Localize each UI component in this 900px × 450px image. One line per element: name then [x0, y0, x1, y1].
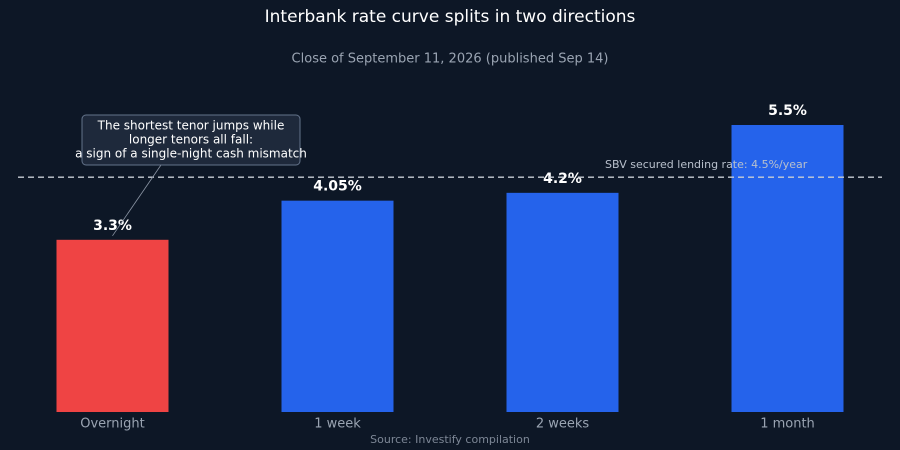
chart-subtitle: Close of September 11, 2026 (published S…	[292, 52, 609, 67]
value-label: 4.2%	[543, 171, 582, 187]
x-tick-label: Overnight	[80, 417, 144, 432]
bar	[731, 125, 844, 412]
chart-title: Interbank rate curve splits in two direc…	[265, 7, 636, 27]
x-tick-label: 2 weeks	[536, 417, 590, 432]
bar	[506, 192, 619, 412]
value-label: 3.3%	[93, 218, 132, 234]
bar	[281, 200, 394, 412]
annotation-pointer	[112, 164, 162, 237]
annotation-box	[81, 114, 301, 166]
bar	[56, 239, 169, 412]
x-tick-label: 1 month	[760, 417, 815, 432]
x-tick-label: 1 week	[314, 417, 361, 432]
value-label: 5.5%	[768, 103, 807, 119]
value-label: 4.05%	[313, 179, 362, 195]
source: Source: Investify compilation	[370, 433, 530, 446]
annotation-text: a sign of a single-night cash mismatch	[75, 147, 307, 161]
annotation-text: longer tenors all fall:	[129, 133, 253, 147]
reference-label: SBV secured lending rate: 4.5%/year	[605, 158, 808, 171]
annotation-text: The shortest tenor jumps while	[97, 119, 285, 133]
